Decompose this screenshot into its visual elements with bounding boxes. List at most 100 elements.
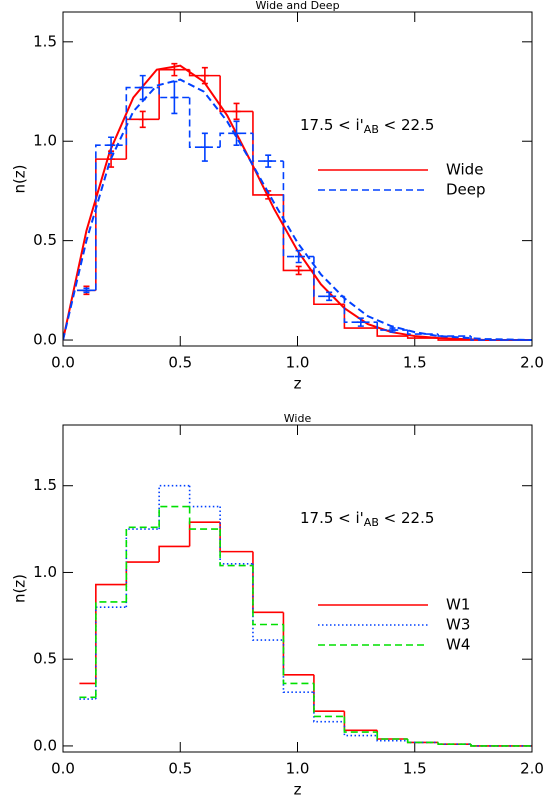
error-bar [232,120,241,147]
fit-curve [63,78,532,342]
histogram-step [282,640,314,693]
legend-label: W1 [446,596,470,614]
histogram-step [313,674,345,713]
legend-label: W4 [446,636,470,654]
error-bar [200,132,209,162]
histogram-step [376,730,408,740]
histogram-step [188,521,221,547]
histogram-step [158,87,190,99]
histogram-step [343,296,378,323]
y-tick-label: 0.0 [33,331,57,349]
annotation-part: < 22.5 [379,509,435,527]
error-bar [232,102,241,121]
annotation-part: 17.5 < i' [300,116,364,134]
annotation-part: 17.5 < i' [300,509,364,527]
histogram-step [158,545,190,563]
chart-title: Wide [284,412,312,425]
error-bar [138,110,147,129]
histogram-step [219,522,253,553]
error-bar [388,327,397,333]
histogram-step [219,132,253,148]
histogram-step [219,506,253,565]
axes-frame [62,424,533,753]
x-tick-label: 1.0 [286,354,310,372]
y-tick-label: 1.0 [33,132,57,150]
histogram-step [406,738,439,744]
histogram-step [125,561,160,585]
x-tick-label: 0.0 [51,760,75,778]
histogram-step [252,565,284,626]
histogram-step [219,75,253,113]
y-tick-label: 0.5 [33,650,57,668]
plot-area [63,62,532,342]
histogram-step [470,744,502,747]
histogram-step [376,732,408,740]
histogram-step [125,528,160,608]
error-bar [170,62,179,77]
error-bar [170,80,179,115]
x-tick-label: 0.0 [51,354,75,372]
annotation-part: AB [364,516,379,529]
histogram-step [95,606,127,700]
histogram-step [95,601,127,698]
x-axis-label: z [294,375,302,393]
error-bar [294,265,303,276]
annotation-part: < 22.5 [379,116,435,134]
y-axis-label: n(z) [11,574,29,603]
histogram-step [95,144,127,291]
y-tick-label: 0.5 [33,231,57,249]
panel: Wide and Deep z n(z) 0.0 0.5 1.0 1.5 2.0 0.0 0.5 1… [11,0,544,393]
legend-label: Wide [446,161,483,179]
histogram-step [376,322,408,331]
x-tick-label: 2.0 [520,760,544,778]
x-tick-label: 1.5 [403,760,427,778]
y-tick-label: 1.0 [33,563,57,581]
plot-area [79,484,532,747]
x-tick-label: 0.5 [168,760,192,778]
y-axis-label: n(z) [11,164,29,193]
histogram-step [252,133,284,162]
legend-label: W3 [446,616,470,634]
histogram-step [437,334,472,337]
axes-frame [62,11,533,347]
histogram-step [313,692,345,723]
error-bar [107,136,116,154]
histogram-step [219,529,253,567]
y-tick-label: 1.5 [33,32,57,50]
histogram-step [376,328,408,337]
histogram-step [188,485,221,508]
error-bar [325,291,334,302]
histogram-step [343,716,378,733]
histogram-step [376,735,408,742]
legend-label: Deep [446,181,486,199]
x-tick-label: 0.5 [168,354,192,372]
histogram-step [282,161,314,258]
error-bar [82,287,91,294]
histogram-step [252,111,284,196]
histogram-step [95,158,127,291]
y-tick-label: 1.5 [33,476,57,494]
error-bar [294,249,303,264]
histogram-step [158,505,190,528]
y-tick-label: 0.0 [33,736,57,754]
error-bar [356,317,365,327]
histogram-step [282,612,314,676]
histogram-step [343,721,378,737]
x-tick-label: 1.5 [403,354,427,372]
annotation-part: AB [364,123,379,136]
histogram-step [95,583,127,684]
histogram-step [313,256,345,298]
histogram-step [437,742,472,745]
histogram-step [188,97,221,148]
chart-title: Wide and Deep [255,0,339,12]
histogram-step [252,551,284,614]
histogram-step [125,526,160,602]
error-bar [264,154,273,168]
fit-curve [63,64,532,342]
annotation: 17.5 < i'AB < 22.5 [300,116,434,137]
error-bar [138,74,147,101]
x-axis-label: z [294,781,302,799]
histogram-step [252,563,284,641]
histogram-step [406,330,439,335]
histogram-step [188,506,221,530]
